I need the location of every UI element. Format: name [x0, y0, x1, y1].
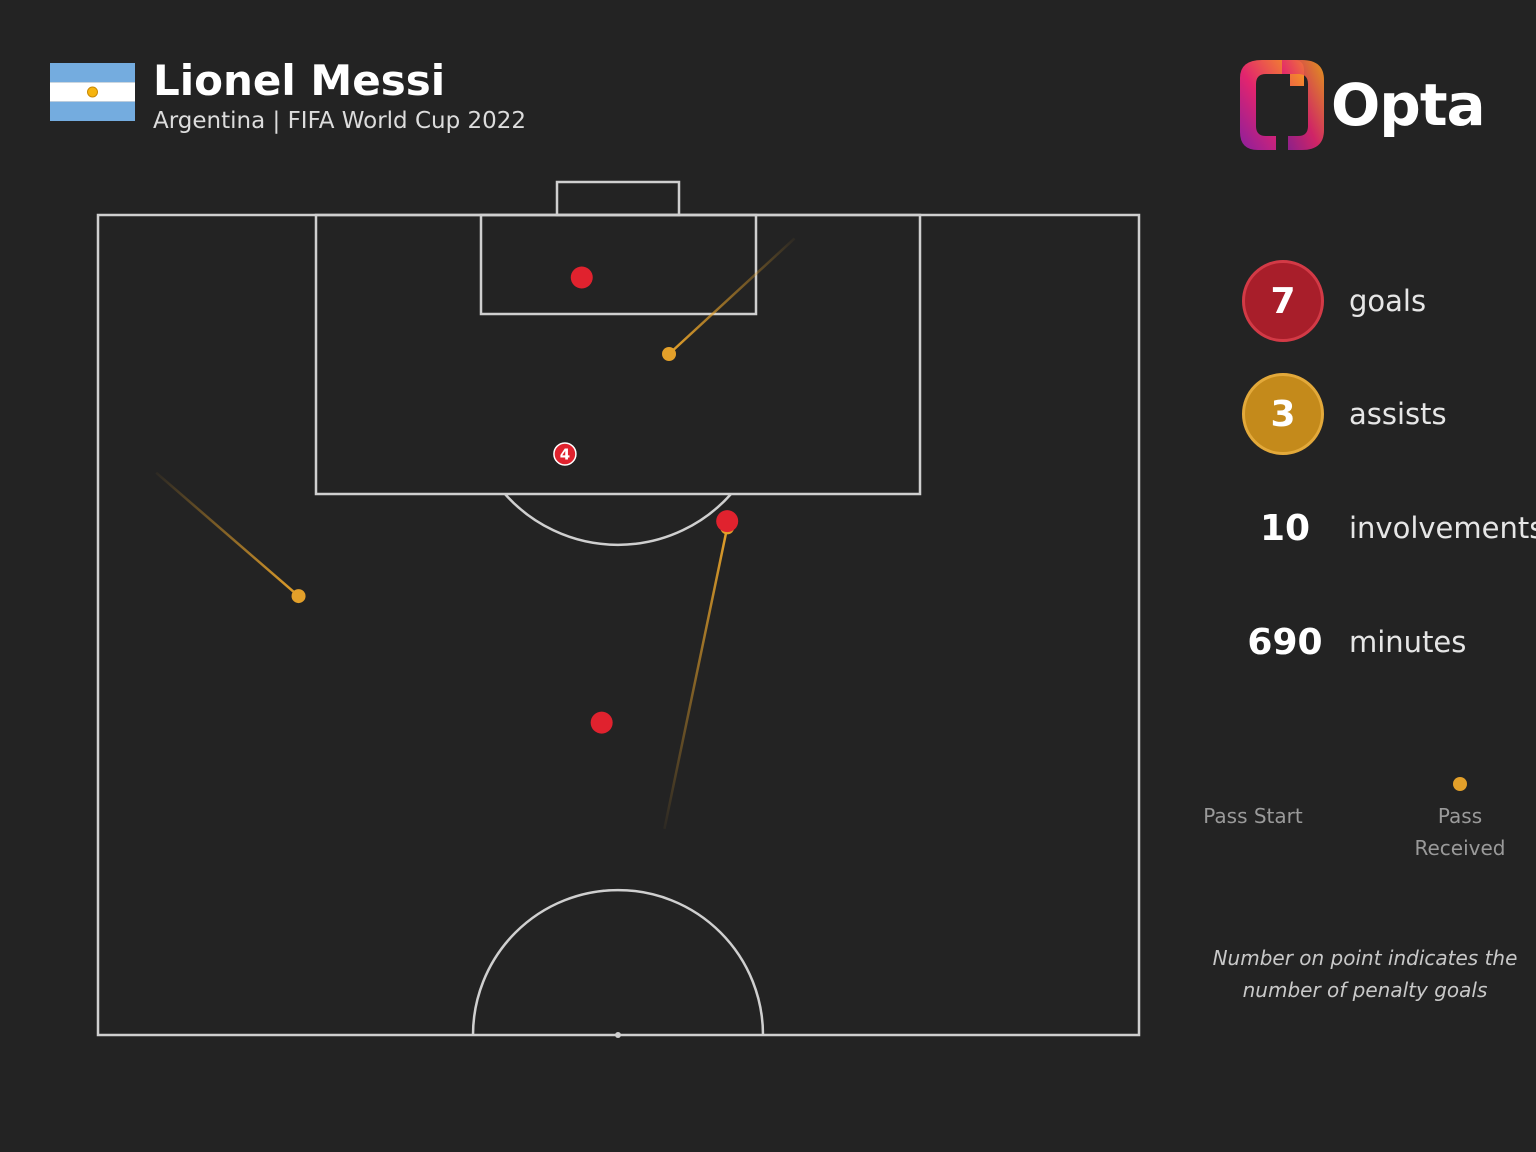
center-circle	[471, 888, 765, 1036]
goal-point	[716, 510, 739, 533]
penalty-note: Number on point indicates the number of …	[1212, 946, 1518, 1002]
involvements-label: involvements	[1349, 511, 1536, 545]
penalty-arc	[504, 493, 732, 547]
opta-logo-icon	[1240, 60, 1324, 150]
legend-pass-start: Pass Start	[1203, 804, 1303, 828]
center-spot	[615, 1032, 621, 1038]
goal	[555, 180, 681, 217]
pass-legend-line	[1252, 777, 1467, 791]
pitch-chart: 4	[96, 180, 1141, 1038]
pitch-outline	[96, 213, 1141, 1037]
minutes-label: minutes	[1349, 625, 1467, 659]
legend-pass-received: Pass Received	[1414, 804, 1506, 860]
assist-pass-line	[155, 471, 300, 598]
goals-value: 7	[1242, 260, 1324, 342]
opta-wordmark: Opta	[1331, 71, 1486, 139]
involvements-value: 10	[1259, 507, 1311, 549]
penalty-goal-point	[553, 442, 577, 466]
goals-label: goals	[1349, 284, 1427, 318]
assist-pass-line	[668, 237, 796, 355]
subtitle: Argentina | FIFA World Cup 2022	[153, 108, 527, 134]
six-yard-box	[479, 213, 758, 316]
argentina-flag-icon	[50, 63, 135, 121]
pass-received-marker	[1453, 777, 1467, 791]
assist-received-point	[291, 589, 306, 604]
assists-label: assists	[1349, 397, 1447, 431]
minutes-value: 690	[1247, 621, 1323, 663]
pitch-markings	[96, 180, 1141, 1037]
assist-received-point	[662, 347, 677, 362]
goal-point	[570, 266, 593, 289]
penalty-area	[314, 213, 922, 496]
goal-point	[590, 711, 613, 734]
player-name: Lionel Messi	[153, 56, 446, 105]
assist-pass-line	[663, 527, 729, 830]
penalty-goal-count: 4	[560, 445, 570, 463]
assists-value: 3	[1242, 373, 1324, 455]
